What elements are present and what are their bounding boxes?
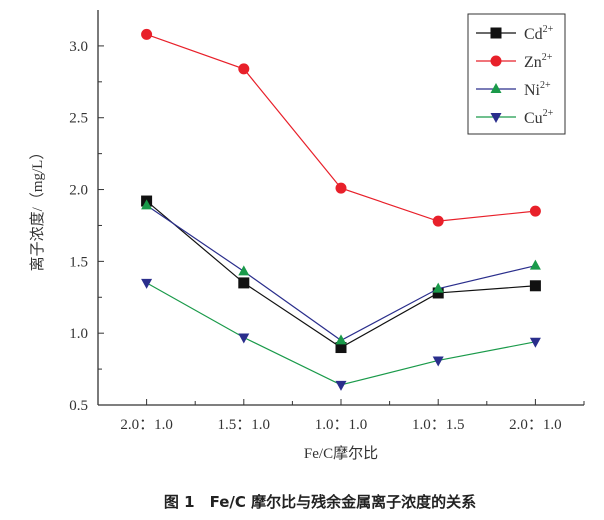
figure-caption: 图 1 Fe/C 摩尔比与残余金属离子浓度的关系 [164,493,476,511]
data-point-ni [529,259,541,270]
legend-marker [490,83,502,93]
y-tick-label: 2.5 [69,111,88,127]
series-line-ni [146,204,536,342]
y-axis-label: 离子浓度/（mg/L） [29,145,46,272]
data-point-zn [141,28,153,40]
series-ni [141,199,541,345]
y-tick-label: 2.0 [69,183,88,199]
x-tick-label: 1.5：1.0 [218,417,271,433]
data-point-cd [238,277,250,289]
data-point-ni [432,282,444,293]
data-point-zn [335,182,347,194]
data-point-ni [335,334,347,345]
series-zn [141,28,541,227]
series-cd [141,195,541,354]
data-point-ni [238,265,250,276]
series-line-cu [146,282,536,386]
x-tick-label: 2.0：1.0 [120,417,173,433]
data-point-cu [529,337,541,348]
data-point-cd [432,287,444,299]
data-point-zn [432,215,444,227]
y-tick-label: 1.5 [69,254,88,270]
legend-marker [490,55,502,67]
y-tick-label: 1.0 [69,326,88,342]
x-tick-label: 1.0：1.0 [315,417,368,433]
data-point-cu [141,278,153,289]
legend-marker [490,113,502,123]
data-point-cd [335,342,347,354]
legend-box [467,13,566,135]
legend-marker [490,27,502,39]
x-tick-label: 2.0：1.0 [509,417,562,433]
x-axis-label: Fe/C摩尔比 [304,444,378,462]
data-point-cu [432,356,444,367]
x-tick-label: 1.0：1.5 [412,417,465,433]
series-line-cd [146,200,536,349]
data-point-cd [529,280,541,292]
y-tick-label: 3.0 [69,39,88,55]
series-cu [141,278,541,391]
data-point-ni [141,199,153,210]
data-point-zn [529,205,541,217]
data-point-cu [238,333,250,344]
y-tick-label: 0.5 [69,398,88,414]
data-point-zn [238,63,250,75]
data-point-cu [335,380,347,391]
